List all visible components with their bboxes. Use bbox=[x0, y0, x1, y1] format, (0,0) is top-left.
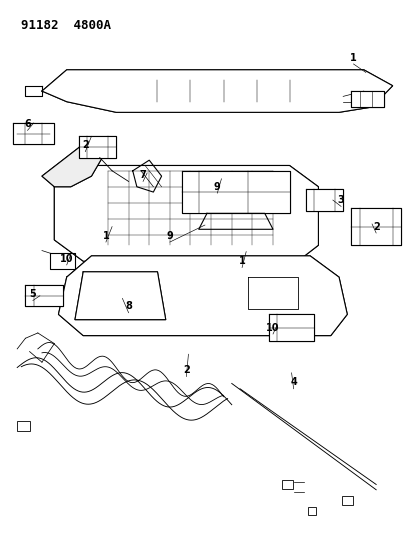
Text: 9: 9 bbox=[214, 182, 220, 192]
Text: 10: 10 bbox=[266, 322, 279, 333]
Polygon shape bbox=[58, 256, 347, 336]
Polygon shape bbox=[42, 144, 104, 187]
Polygon shape bbox=[182, 171, 289, 213]
Text: 1: 1 bbox=[238, 256, 245, 266]
Text: 2: 2 bbox=[82, 140, 88, 150]
Text: 2: 2 bbox=[183, 365, 189, 375]
Polygon shape bbox=[13, 123, 54, 144]
Polygon shape bbox=[79, 136, 116, 158]
Text: 4: 4 bbox=[290, 377, 296, 387]
Polygon shape bbox=[305, 189, 342, 211]
Text: 3: 3 bbox=[337, 195, 344, 205]
Text: 1: 1 bbox=[102, 231, 109, 241]
Text: 1: 1 bbox=[349, 53, 356, 62]
Polygon shape bbox=[75, 272, 165, 320]
Text: 9: 9 bbox=[166, 231, 173, 241]
Text: 10: 10 bbox=[60, 254, 73, 263]
Polygon shape bbox=[351, 208, 400, 245]
Text: 7: 7 bbox=[139, 170, 146, 180]
Polygon shape bbox=[351, 91, 384, 107]
Bar bbox=[341, 496, 352, 505]
Polygon shape bbox=[54, 165, 318, 261]
Text: 6: 6 bbox=[24, 119, 31, 129]
Polygon shape bbox=[25, 285, 62, 306]
Polygon shape bbox=[42, 70, 392, 112]
Text: 91182  4800A: 91182 4800A bbox=[21, 19, 111, 33]
Polygon shape bbox=[268, 314, 313, 341]
Bar bbox=[281, 480, 292, 489]
Text: 2: 2 bbox=[372, 222, 379, 232]
Text: 8: 8 bbox=[125, 301, 132, 311]
Bar bbox=[17, 421, 30, 431]
Text: 5: 5 bbox=[29, 289, 36, 299]
Bar bbox=[307, 507, 316, 515]
